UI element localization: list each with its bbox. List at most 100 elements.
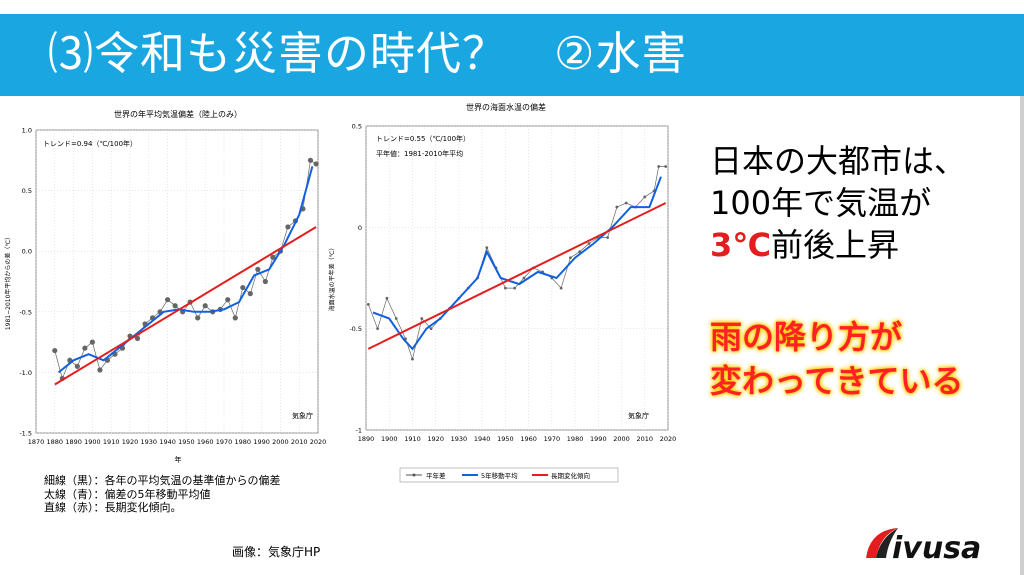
x-tick-label: 2000: [613, 435, 630, 443]
annual-point: [643, 195, 647, 199]
legend-label-moving-average: 5年移動平均: [481, 471, 518, 480]
annual-point: [172, 303, 178, 309]
annual-point: [270, 254, 276, 260]
x-tick-label: 1950: [497, 435, 514, 443]
x-tick-label: 1930: [451, 435, 468, 443]
y-axis-label: 海面水温の平年差（℃）: [328, 245, 336, 312]
note-line: 太線（青）：偏差の5年移動平均値: [44, 487, 211, 501]
x-tick-label: 1910: [404, 435, 421, 443]
x-tick-label: 1900: [84, 438, 101, 446]
side-text-line: 日本の大都市は、: [710, 142, 967, 180]
annual-point: [97, 367, 103, 373]
source-label: 気象庁: [292, 411, 313, 420]
legend-label-annual: 平年差: [426, 471, 446, 480]
x-tick-label: 1970: [544, 435, 561, 443]
x-tick-label: 1930: [141, 438, 158, 446]
annual-point: [420, 317, 424, 320]
slide-title: ⑶令和も災害の時代？ ②水害: [48, 27, 688, 80]
emphasis-text: 雨の降り方が 変わってきている: [710, 315, 963, 403]
trend-annotation: トレンド=0.55（℃/100年）: [376, 134, 470, 143]
annual-point: [247, 291, 253, 297]
side-text-line: 100年で気温が: [710, 184, 932, 222]
plot-frame: [365, 125, 669, 431]
x-tick-label: 1920: [427, 435, 444, 443]
x-tick-label: 2010: [636, 435, 653, 443]
logo-mark: [866, 528, 898, 558]
annual-point: [503, 286, 507, 290]
annual-point: [513, 286, 517, 290]
x-tick-label: 2020: [310, 438, 327, 446]
legend-marker-annual: [412, 473, 416, 477]
annual-point: [569, 256, 572, 260]
annual-point: [429, 327, 433, 331]
x-tick-label: 1980: [235, 438, 252, 446]
y-tick-label: 0.0: [22, 248, 32, 256]
annual-point: [385, 296, 389, 300]
logo-text: ivusa: [892, 531, 981, 566]
annual-point: [664, 165, 668, 168]
annual-point: [195, 315, 201, 321]
annual-point: [225, 297, 231, 303]
annual-point: [578, 250, 582, 254]
ivusa-logo: ivusa: [862, 522, 1012, 566]
y-tick-label: -1.5: [19, 430, 32, 438]
x-tick-label: 1940: [474, 435, 491, 443]
annual-point: [240, 284, 246, 291]
annual-point: [134, 335, 141, 342]
annual-point: [89, 339, 95, 345]
y-tick-label: 0: [358, 224, 362, 232]
x-tick-label: 2020: [660, 435, 677, 443]
note-line: 直線（赤）：長期変化傾向。: [44, 501, 182, 514]
annual-point: [606, 236, 609, 239]
y-tick-label: 0.5: [352, 123, 362, 131]
x-tick-label: 1960: [197, 438, 214, 446]
title-banner: ⑶令和も災害の時代？ ②水害: [0, 14, 1024, 96]
side-text-line: 3℃前後上昇: [710, 224, 966, 266]
temperature-highlight: 3℃: [710, 226, 772, 264]
moving-average-line: [372, 176, 662, 351]
annual-point: [657, 165, 661, 168]
trend-line: [367, 202, 667, 350]
annual-point: [411, 357, 414, 361]
annual-point: [165, 297, 171, 303]
logo-mark-shadow: [876, 528, 898, 558]
annual-point: [202, 303, 208, 309]
annual-point: [232, 315, 238, 321]
annual-point: [615, 205, 619, 209]
annual-point: [587, 242, 591, 245]
annual-point: [522, 276, 526, 280]
chart-title: 世界の海面水温の偏差: [466, 102, 546, 112]
annual-series-line: [367, 166, 666, 361]
image-credit: 画像：気象庁HP: [232, 545, 321, 559]
x-tick-label: 1880: [47, 438, 64, 446]
moving-average-line: [57, 166, 314, 374]
y-tick-label: 1.0: [22, 127, 32, 135]
x-tick-label: 1950: [178, 438, 195, 446]
annual-point: [559, 286, 563, 290]
annual-point: [307, 157, 314, 163]
x-tick-label: 1900: [381, 435, 398, 443]
x-tick-label: 2000: [272, 438, 289, 446]
x-tick-label: 1940: [159, 438, 176, 446]
y-axis-label: 1981−2010年平均からの差（℃）: [4, 234, 12, 330]
annual-point: [366, 302, 370, 306]
top-strip: [0, 0, 1024, 14]
y-tick-label: -1.0: [19, 369, 32, 377]
trend-annotation: トレンド=0.94（℃/100年）: [43, 139, 137, 148]
x-tick-label: 1960: [520, 435, 537, 443]
annual-point: [485, 246, 489, 250]
annual-point: [624, 201, 628, 205]
x-tick-label: 1970: [216, 438, 233, 446]
trend-line: [54, 226, 317, 386]
emphasis-line: 雨の降り方が: [710, 318, 903, 356]
x-tick-label: 1990: [590, 435, 607, 443]
land-temperature-chart: 世界の年平均気温偏差（陸上のみ） 1870 1880 1890 1900 1910 192…: [0, 100, 330, 470]
x-tick-label: 1990: [253, 438, 270, 446]
x-tick-label: 1920: [122, 438, 139, 446]
x-tick-label: 1870: [28, 438, 45, 446]
x-tick-label: 1980: [567, 435, 584, 443]
plot-frame: [35, 129, 319, 434]
emphasis-line: 変わってきている: [710, 362, 964, 400]
x-tick-label: 1910: [103, 438, 120, 446]
x-tick-label: 1890: [358, 435, 375, 443]
